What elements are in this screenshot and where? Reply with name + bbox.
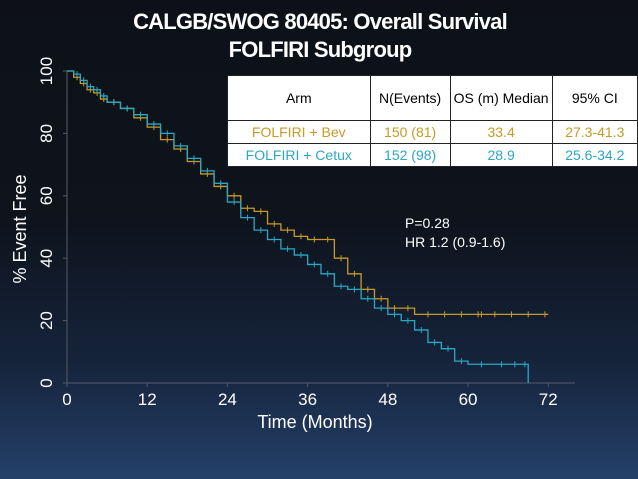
- x-tick-label: 48: [378, 390, 397, 409]
- header-ci: 95% CI: [551, 75, 638, 121]
- header-arm: Arm: [227, 75, 371, 121]
- axes: [66, 71, 575, 384]
- y-tick-label: 40: [37, 249, 56, 268]
- bev-arm: FOLFIRI + Bev: [227, 120, 371, 144]
- x-tick-label: 24: [218, 390, 237, 409]
- x-tick-label: 72: [539, 390, 558, 409]
- table-row-bev: FOLFIRI + Bev 150 (81) 33.4 27.3-41.3: [227, 120, 638, 144]
- summary-table: Arm N(Events) OS (m) Median 95% CI FOLFI…: [227, 75, 638, 167]
- p-value-annotation: P=0.28: [405, 215, 450, 231]
- y-tick-label: 100: [37, 57, 56, 85]
- x-tick-label: 36: [298, 390, 317, 409]
- x-axis-title: Time (Months): [257, 412, 372, 432]
- tick-labels: 0 12 24 36 48 60 72 0 20 40 60 80 100: [37, 57, 558, 409]
- survival-curves: [67, 70, 549, 383]
- title-line-1: CALGB/SWOG 80405: Overall Survival: [133, 9, 508, 34]
- x-tick-label: 12: [138, 390, 157, 409]
- bev-ci: 27.3-41.3: [551, 120, 638, 144]
- summary-table-header: Arm N(Events) OS (m) Median 95% CI: [227, 75, 638, 121]
- table-row-cetux: FOLFIRI + Cetux 152 (98) 28.9 25.6-34.2: [227, 143, 638, 167]
- y-tick-label: 60: [37, 186, 56, 205]
- cetux-n-events: 152 (98): [369, 143, 451, 167]
- y-tick-label: 0: [37, 378, 56, 387]
- cetux-ci: 25.6-34.2: [551, 143, 638, 167]
- header-os-median: OS (m) Median: [449, 75, 553, 121]
- header-n-events: N(Events): [369, 75, 451, 121]
- survival-line-cetux: [67, 70, 529, 383]
- cetux-arm: FOLFIRI + Cetux: [227, 143, 371, 167]
- cetux-os-median: 28.9: [449, 143, 553, 167]
- hazard-ratio-annotation: HR 1.2 (0.9-1.6): [405, 234, 505, 250]
- y-tick-label: 20: [37, 311, 56, 330]
- bev-os-median: 33.4: [449, 120, 553, 144]
- y-axis-title: % Event Free: [10, 174, 30, 283]
- title-line-2: FOLFIRI Subgroup: [228, 37, 413, 62]
- x-tick-label: 0: [62, 390, 71, 409]
- y-tick-label: 80: [37, 124, 56, 143]
- x-tick-label: 60: [459, 390, 478, 409]
- bev-n-events: 150 (81): [369, 120, 451, 144]
- chart-title: CALGB/SWOG 80405: Overall Survival FOLFI…: [40, 8, 600, 64]
